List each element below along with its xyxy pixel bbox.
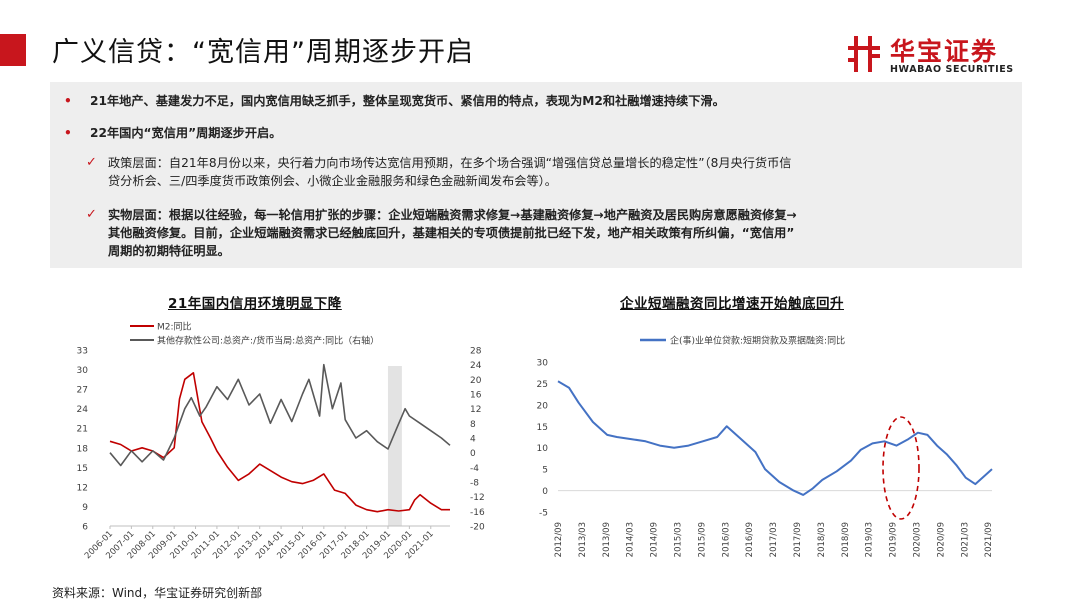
bullet-dot: • <box>64 94 72 108</box>
summary-bullet: • 21年地产、基建发力不足，国内宽信用缺乏抓手，整体呈现宽货币、紧信用的特点，… <box>64 92 1014 110</box>
y-tick-label: 10 <box>537 444 549 454</box>
y-tick-label: 20 <box>537 401 549 411</box>
logo-english-name: HWABAO SECURITIES <box>890 64 1014 75</box>
x-tick-label: 2018/03 <box>817 522 827 557</box>
x-tick-label: 2019/09 <box>889 522 899 557</box>
y-left-tick-label: 33 <box>77 347 88 357</box>
y-right-tick-label: -16 <box>470 508 485 518</box>
real-point: ✓ 实物层面：根据以往经验，每一轮信用扩张的步骤：企业短端融资需求修复→基建融资… <box>86 206 1016 260</box>
y-left-tick-label: 6 <box>82 523 88 533</box>
x-tick-label: 2015/09 <box>697 522 707 557</box>
x-tick-label: 2017/03 <box>769 522 779 557</box>
y-right-tick-label: 16 <box>470 391 482 401</box>
y-tick-label: 15 <box>537 423 548 433</box>
y-left-tick-label: 30 <box>77 366 89 376</box>
x-tick-label: 2016/09 <box>745 522 755 557</box>
x-tick-label: 2013/09 <box>602 522 612 557</box>
y-tick-label: 5 <box>542 466 548 476</box>
company-logo: 华宝证券 HWABAO SECURITIES <box>846 34 1046 78</box>
hwabao-logo-icon <box>848 36 880 72</box>
y-left-tick-label: 21 <box>77 425 88 435</box>
chart-2-title: 企业短端融资同比增速开始触底回升 <box>620 296 844 312</box>
y-left-tick-label: 15 <box>77 464 88 474</box>
summary-bullet: • 22年国内“宽信用”周期逐步开启。 <box>64 124 1014 142</box>
highlight-band <box>387 366 402 526</box>
credit-environment-chart: 6 9 12 15 18 21 24 27 30 33 -20 -16 -12 -8 -4 0 4 8 12 16 20… <box>77 321 485 562</box>
y-right-tick-label: 24 <box>470 361 482 371</box>
x-tick-label: 2020/03 <box>912 522 922 557</box>
y-left-tick-label: 12 <box>77 483 88 493</box>
x-tick-label: 2016/03 <box>721 522 731 557</box>
x-tick-label: 2021/09 <box>984 522 994 557</box>
y-right-tick-label: -12 <box>470 493 485 503</box>
bullet-text: 21年地产、基建发力不足，国内宽信用缺乏抓手，整体呈现宽货币、紧信用的特点，表现… <box>90 94 725 108</box>
page-title: 广义信贷：“宽信用”周期逐步开启 <box>52 37 474 68</box>
x-tick-label: 2020/09 <box>936 522 946 557</box>
y-right-tick-label: -4 <box>470 464 479 474</box>
logo-chinese-name: 华宝证券 <box>890 37 999 66</box>
chart-1-title: 21年国内信用环境明显下降 <box>168 296 342 312</box>
source-note: 资料来源：Wind，华宝证券研究创新部 <box>52 586 263 600</box>
x-tick-label: 2014/09 <box>650 522 660 557</box>
x-tick-label: 2018/09 <box>841 522 851 557</box>
y-right-tick-label: -20 <box>470 523 485 533</box>
real-line-3: 周期的初期特征明显。 <box>108 244 230 258</box>
y-tick-label: -5 <box>539 509 548 519</box>
title-bar: 广义信贷：“宽信用”周期逐步开启 华宝证券 HWABAO SECURITIES <box>0 0 1080 80</box>
y-right-tick-label: 8 <box>470 420 476 430</box>
x-tick-label: 2021/03 <box>960 522 970 557</box>
y-tick-label: 0 <box>542 487 548 497</box>
y-left-tick-label: 24 <box>77 405 89 415</box>
y-right-tick-label: 20 <box>470 376 482 386</box>
y-right-tick-label: 4 <box>470 435 476 445</box>
y-left-tick-label: 27 <box>77 386 88 396</box>
x-tick-label: 2017/09 <box>793 522 803 557</box>
x-tick-label: 2015/03 <box>673 522 683 557</box>
title-accent-bar <box>0 34 26 66</box>
y-right-tick-label: -8 <box>470 479 479 489</box>
x-tick-label: 2014/03 <box>626 522 636 557</box>
trough-highlight-ellipse <box>882 416 920 520</box>
short-term-loan-yoy-line <box>557 380 993 496</box>
policy-line-2: 贷分析会、三/四季度货币政策例会、小微企业金融服务和绿色金融新闻发布会等）。 <box>108 174 557 188</box>
bullet-text: 22年国内“宽信用”周期逐步开启。 <box>90 126 282 140</box>
bullet-dot: • <box>64 126 72 140</box>
x-tick-label: 2019/03 <box>865 522 875 557</box>
checkmark-icon: ✓ <box>86 155 97 170</box>
y-left-tick-label: 9 <box>82 503 88 513</box>
checkmark-icon: ✓ <box>86 207 97 222</box>
y-right-tick-label: 12 <box>470 405 481 415</box>
m2-yoy-line <box>109 371 450 513</box>
bank-assets-ratio-line <box>109 363 451 467</box>
legend-label: M2:同比 <box>157 321 192 333</box>
short-term-financing-chart: -5 0 5 10 15 20 25 30 2012/09 2013/03 2013/09 2014/… <box>537 335 995 558</box>
y-right-tick-label: 28 <box>470 347 482 357</box>
y-tick-label: 25 <box>537 380 548 390</box>
y-right-tick-label: 0 <box>470 449 476 459</box>
policy-point: ✓ 政策层面：自21年8月份以来，央行着力向市场传达宽信用预期，在多个场合强调“… <box>86 154 1016 190</box>
real-line-2: 其他融资修复。目前，企业短端融资需求已经触底回升，基建相关的专项债提前批已经下发… <box>108 226 795 240</box>
y-tick-label: 30 <box>537 359 549 369</box>
summary-box: • 21年地产、基建发力不足，国内宽信用缺乏抓手，整体呈现宽货币、紧信用的特点，… <box>50 82 1022 268</box>
x-tick-label: 2013/03 <box>578 522 588 557</box>
policy-line-1: 政策层面：自21年8月份以来，央行着力向市场传达宽信用预期，在多个场合强调“增强… <box>108 156 792 170</box>
real-line-1: 实物层面：根据以往经验，每一轮信用扩张的步骤：企业短端融资需求修复→基建融资修复… <box>108 208 797 222</box>
y-left-tick-label: 18 <box>77 444 89 454</box>
legend-label: 企(事)业单位贷款:短期贷款及票据融资:同比 <box>670 335 845 347</box>
legend-label: 其他存款性公司:总资产:/货币当局:总资产:同比（右轴） <box>157 335 379 347</box>
x-tick-label: 2012/09 <box>554 522 564 557</box>
